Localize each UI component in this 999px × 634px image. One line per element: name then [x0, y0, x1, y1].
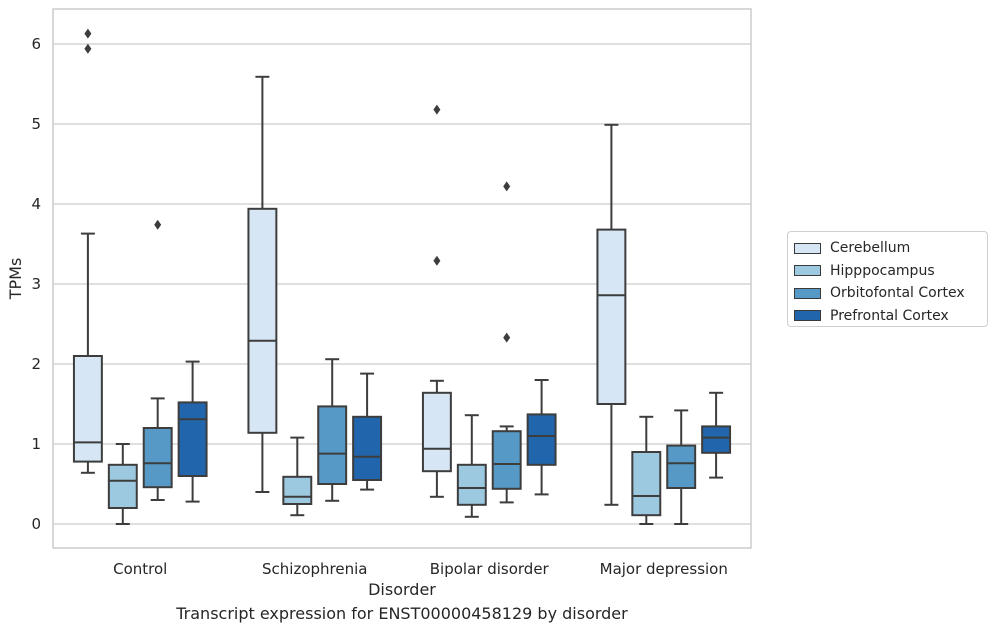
- box-prefrontal-cortex-schizophrenia-body: [352, 415, 383, 481]
- box-prefrontal-cortex-control-body: [177, 401, 208, 477]
- box-prefrontal-cortex-major-depression-body: [701, 425, 732, 454]
- y-tick-label-5: 5: [31, 115, 41, 133]
- y-tick-label-6: 6: [31, 35, 41, 53]
- box-orbitofontal-cortex-schizophrenia-body: [317, 405, 348, 485]
- box-orbitofontal-cortex-control-body: [142, 427, 173, 489]
- x-tick-label-bipolar-disorder: Bipolar disorder: [430, 560, 550, 578]
- legend-label: Hipppocampus: [830, 262, 935, 279]
- y-tick-label-3: 3: [31, 275, 41, 293]
- box-cerebellum-control-body: [72, 355, 103, 463]
- legend-item-cerebellum[interactable]: Cerebellum: [794, 237, 987, 260]
- box-orbitofontal-cortex-bipolar-disorder-outlier-1: [503, 181, 511, 192]
- y-axis-title: TPMs: [6, 258, 25, 301]
- chart-title: Transcript expression for ENST0000045812…: [176, 604, 628, 623]
- x-axis-title: Disorder: [368, 580, 436, 599]
- y-tick-label-2: 2: [31, 355, 41, 373]
- plot-frame: [52, 8, 752, 549]
- x-tick-label-major-depression: Major depression: [600, 560, 728, 578]
- box-orbitofontal-cortex-bipolar-disorder-body: [491, 430, 522, 490]
- legend-item-prefrontal-cortex[interactable]: Prefrontal Cortex: [794, 305, 987, 328]
- x-tick-label-schizophrenia: Schizophrenia: [262, 560, 367, 578]
- chart-legend: Cerebellum Hipppocampus Orbitofontal Corte…: [787, 231, 988, 327]
- box-orbitofontal-cortex-bipolar-disorder-outlier-0: [503, 332, 511, 343]
- legend-item-hipppocampus[interactable]: Hipppocampus: [794, 260, 987, 283]
- legend-swatch: [794, 287, 821, 299]
- legend-swatch: [794, 310, 821, 322]
- box-cerebellum-bipolar-disorder-outlier-1: [433, 104, 441, 115]
- box-hipppocampus-control-body: [107, 463, 138, 509]
- legend-label: Orbitofontal Cortex: [830, 285, 965, 302]
- legend-swatch: [794, 265, 821, 277]
- box-orbitofontal-cortex-control-outlier-0: [154, 219, 162, 230]
- box-cerebellum-schizophrenia-body: [247, 207, 278, 434]
- x-tick-label-control: Control: [113, 560, 167, 578]
- box-prefrontal-cortex-bipolar-disorder-body: [526, 413, 557, 466]
- y-tick-label-1: 1: [31, 435, 41, 453]
- legend-swatch: [794, 242, 821, 254]
- box-cerebellum-control-outlier-0: [84, 43, 92, 54]
- y-tick-label-4: 4: [31, 195, 41, 213]
- y-tick-label-0: 0: [31, 515, 41, 533]
- box-cerebellum-bipolar-disorder-outlier-0: [433, 255, 441, 266]
- box-hipppocampus-bipolar-disorder-body: [456, 463, 487, 506]
- box-cerebellum-bipolar-disorder-body: [421, 391, 452, 473]
- legend-item-orbitofontal-cortex[interactable]: Orbitofontal Cortex: [794, 282, 987, 305]
- box-hipppocampus-major-depression-body: [631, 451, 662, 517]
- legend-label: Prefrontal Cortex: [830, 307, 949, 324]
- box-cerebellum-control-outlier-1: [84, 28, 92, 39]
- box-cerebellum-major-depression-body: [596, 228, 627, 405]
- box-orbitofontal-cortex-major-depression-body: [666, 444, 697, 490]
- box-hipppocampus-schizophrenia-body: [282, 475, 313, 505]
- legend-label: Cerebellum: [830, 240, 911, 257]
